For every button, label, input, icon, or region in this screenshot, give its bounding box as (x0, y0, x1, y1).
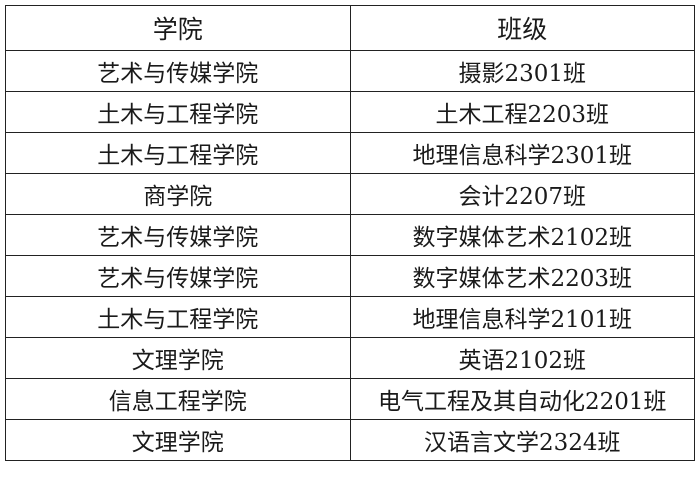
table-row: 商学院 会计2207班 (5, 173, 695, 215)
header-row: 学院 班级 (5, 5, 695, 51)
table-row: 文理学院 汉语言文学2324班 (5, 419, 695, 461)
college-cell: 艺术与传媒学院 (5, 255, 351, 297)
table-row: 艺术与传媒学院 数字媒体艺术2102班 (5, 214, 695, 256)
class-cell: 数字媒体艺术2102班 (349, 214, 695, 256)
class-cell: 汉语言文学2324班 (349, 419, 695, 461)
table-row: 艺术与传媒学院 数字媒体艺术2203班 (5, 255, 695, 297)
college-cell: 土木与工程学院 (5, 91, 351, 133)
college-cell: 土木与工程学院 (5, 132, 351, 174)
class-cell: 电气工程及其自动化2201班 (349, 378, 695, 420)
college-cell: 文理学院 (5, 337, 351, 379)
class-cell: 摄影2301班 (349, 50, 695, 92)
class-cell: 数字媒体艺术2203班 (349, 255, 695, 297)
table-row: 信息工程学院 电气工程及其自动化2201班 (5, 378, 695, 420)
college-cell: 文理学院 (5, 419, 351, 461)
table-row: 土木与工程学院 土木工程2203班 (5, 91, 695, 133)
college-cell: 艺术与传媒学院 (5, 50, 351, 92)
table-row: 文理学院 英语2102班 (5, 337, 695, 379)
college-class-table: 学院 班级 艺术与传媒学院 摄影2301班 土木与工程学院 土木工程2203班 土木与工… (5, 5, 695, 461)
table-row: 艺术与传媒学院 摄影2301班 (5, 50, 695, 92)
class-cell: 地理信息科学2101班 (349, 296, 695, 338)
college-cell: 土木与工程学院 (5, 296, 351, 338)
class-cell: 土木工程2203班 (349, 91, 695, 133)
header-class: 班级 (349, 5, 695, 51)
college-cell: 信息工程学院 (5, 378, 351, 420)
class-cell: 地理信息科学2301班 (349, 132, 695, 174)
class-cell: 会计2207班 (349, 173, 695, 215)
college-cell: 商学院 (5, 173, 351, 215)
college-cell: 艺术与传媒学院 (5, 214, 351, 256)
table-row: 土木与工程学院 地理信息科学2101班 (5, 296, 695, 338)
class-cell: 英语2102班 (349, 337, 695, 379)
table-row: 土木与工程学院 地理信息科学2301班 (5, 132, 695, 174)
header-college: 学院 (5, 5, 351, 51)
